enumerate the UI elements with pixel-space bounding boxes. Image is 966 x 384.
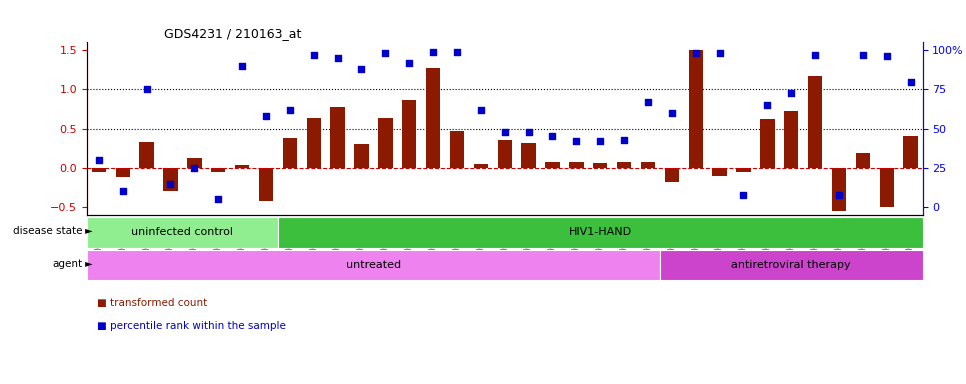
Point [162,180,178,187]
Bar [379,118,392,168]
Point [712,50,727,56]
Bar [163,168,178,192]
Point [139,86,155,93]
Bar [259,168,273,201]
Point [664,110,679,116]
Bar [426,68,440,168]
Bar [640,162,655,168]
Point [497,129,512,135]
Text: ►: ► [82,226,93,237]
Text: ■ percentile rank within the sample: ■ percentile rank within the sample [97,321,286,331]
Point [258,113,273,119]
Point [903,78,919,84]
Text: agent: agent [52,259,82,269]
Bar [713,168,726,176]
Text: disease state: disease state [13,226,82,237]
Point [329,55,346,61]
Point [473,107,489,113]
Point [879,53,895,60]
Point [282,107,298,113]
Text: uninfected control: uninfected control [131,227,234,237]
Bar [736,168,751,172]
Point [831,192,846,198]
Bar [689,50,703,168]
Bar [660,250,923,280]
Bar [497,141,512,168]
Point [115,189,130,195]
Text: untreated: untreated [346,260,401,270]
Bar [880,168,894,207]
Text: antiretroviral therapy: antiretroviral therapy [731,260,851,270]
Point [425,49,440,55]
Bar [903,136,918,168]
Point [354,66,369,72]
Bar [330,107,345,168]
Bar [187,159,202,168]
Bar [808,76,822,168]
Text: ►: ► [82,259,93,269]
Bar [355,144,369,168]
Point [91,157,106,163]
Bar [402,100,416,168]
Point [186,165,202,171]
Bar [87,250,660,280]
Bar [87,217,278,248]
Point [688,50,703,56]
Bar [856,153,870,168]
Bar [546,162,559,168]
Point [521,129,536,135]
Point [783,89,799,96]
Point [855,52,870,58]
Bar [283,138,297,168]
Point [569,138,584,144]
Point [808,52,823,58]
Point [640,99,656,105]
Point [402,60,417,66]
Bar [212,168,225,172]
Bar [92,168,106,172]
Bar [116,168,129,177]
Bar [784,111,798,168]
Bar [593,163,608,168]
Bar [235,165,249,168]
Point [759,102,775,108]
Point [616,137,632,143]
Bar [139,142,154,168]
Bar [665,168,679,182]
Bar [450,131,464,168]
Bar [617,162,631,168]
Text: HIV1-HAND: HIV1-HAND [569,227,632,237]
Text: GDS4231 / 210163_at: GDS4231 / 210163_at [164,27,301,40]
Point [235,63,250,69]
Point [592,138,608,144]
Point [306,52,322,58]
Point [211,196,226,202]
Bar [278,217,923,248]
Bar [473,164,488,168]
Bar [522,143,536,168]
Bar [832,168,846,211]
Bar [306,118,321,168]
Text: ■ transformed count: ■ transformed count [97,298,207,308]
Point [736,192,752,198]
Point [545,133,560,139]
Bar [760,119,775,168]
Bar [569,162,583,168]
Point [449,49,465,55]
Point [378,50,393,56]
